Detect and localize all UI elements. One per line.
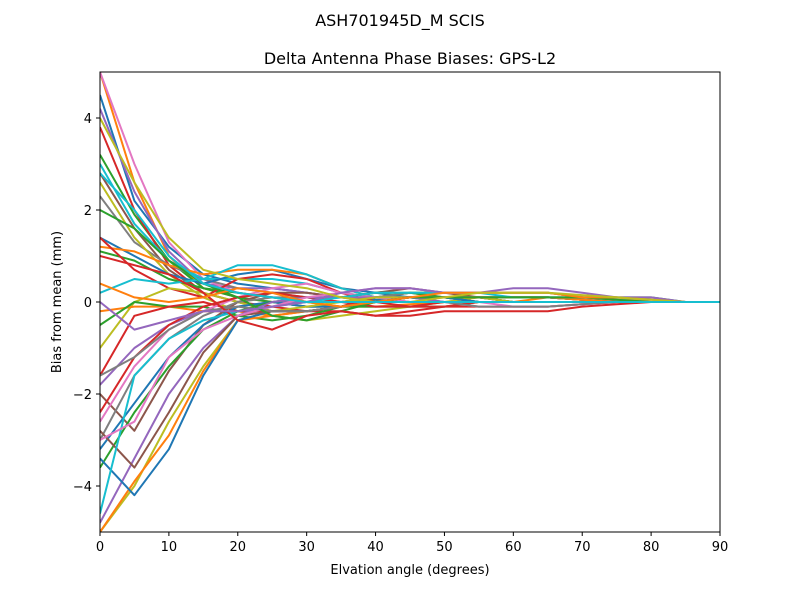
series-line-s40 xyxy=(100,172,720,303)
x-tick-label: 60 xyxy=(505,540,522,555)
y-tick-label: −4 xyxy=(73,480,92,495)
x-tick-label: 90 xyxy=(712,540,729,555)
chart-suptitle: ASH701945D_M SCIS xyxy=(315,11,485,31)
x-tick-label: 30 xyxy=(298,540,315,555)
series-layer xyxy=(100,72,720,532)
x-tick-label: 10 xyxy=(161,540,178,555)
x-tick-label: 70 xyxy=(574,540,591,555)
x-tick-label: 20 xyxy=(230,540,247,555)
y-axis-label: Bias from mean (mm) xyxy=(50,231,65,373)
x-tick-label: 0 xyxy=(96,540,104,555)
x-tick-label: 50 xyxy=(436,540,453,555)
y-tick-label: 0 xyxy=(84,296,92,311)
x-axis-label: Elvation angle (degrees) xyxy=(330,563,489,578)
series-line-s36 xyxy=(100,255,720,331)
y-axis: −4 −2 0 2 4 xyxy=(73,112,100,495)
chart-title: Delta Antenna Phase Biases: GPS-L2 xyxy=(264,49,556,68)
x-tick-label: 40 xyxy=(367,540,384,555)
y-tick-label: 4 xyxy=(84,112,92,127)
x-tick-label: 80 xyxy=(643,540,660,555)
x-axis: 0 10 20 30 40 50 60 70 80 90 xyxy=(96,532,728,555)
y-tick-label: −2 xyxy=(73,388,92,403)
y-tick-label: 2 xyxy=(84,204,92,219)
